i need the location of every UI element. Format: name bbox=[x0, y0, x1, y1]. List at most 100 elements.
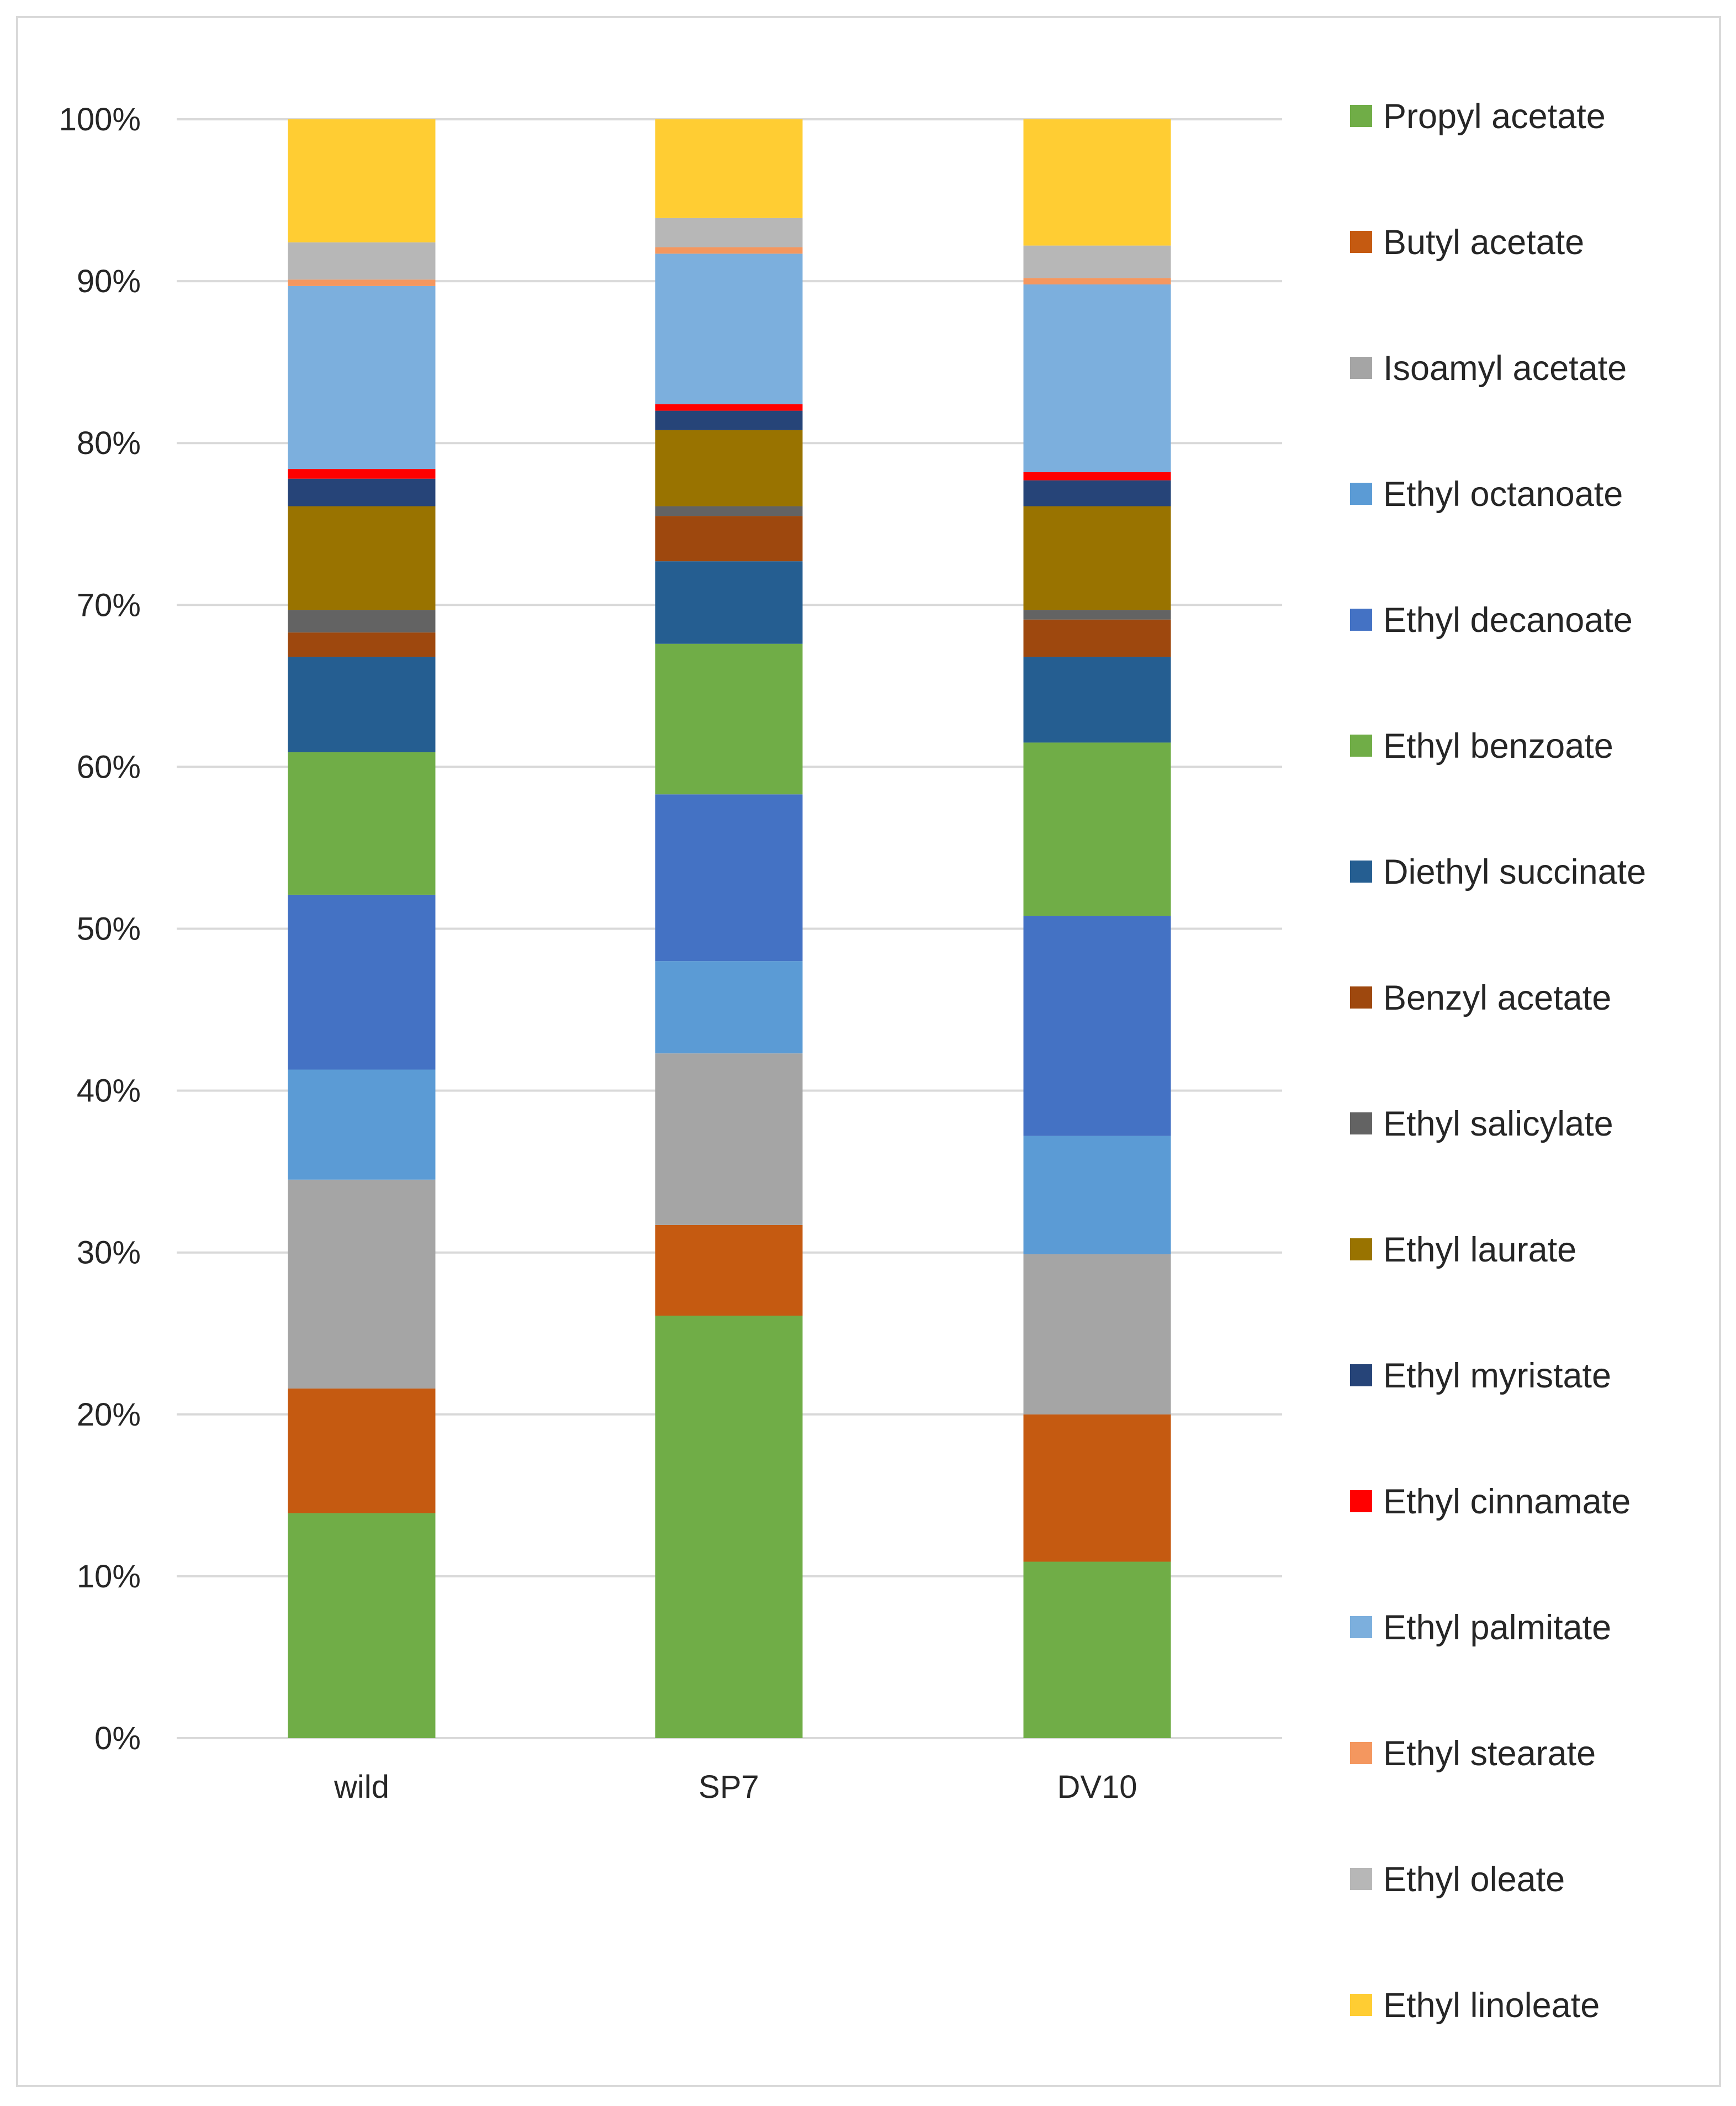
legend-swatch bbox=[1350, 1490, 1372, 1512]
legend-swatch bbox=[1350, 1742, 1372, 1764]
legend-item: Ethyl laurate bbox=[1350, 1231, 1576, 1269]
legend-label: Isoamyl acetate bbox=[1383, 349, 1627, 388]
legend-swatch bbox=[1350, 105, 1372, 127]
bar-segment-ethyl-palmitate bbox=[1023, 284, 1171, 472]
bar-segment-ethyl-benzoate bbox=[1023, 742, 1171, 916]
legend-label: Ethyl octanoate bbox=[1383, 475, 1623, 514]
bar-segment-propyl-acetate bbox=[288, 1513, 436, 1738]
bar-segment-ethyl-salicylate bbox=[288, 610, 436, 633]
y-tick-label: 60% bbox=[77, 749, 141, 785]
bar-segment-ethyl-myristate bbox=[1023, 480, 1171, 506]
y-tick-label: 90% bbox=[77, 263, 141, 299]
bar-segment-ethyl-stearate bbox=[288, 279, 436, 286]
bar-segment-ethyl-laurate bbox=[655, 430, 803, 506]
x-axis-category-labels: wild SP7 DV10 bbox=[334, 1769, 1137, 1805]
bar-segment-benzyl-acetate bbox=[655, 516, 803, 562]
bar-stack-wild bbox=[288, 119, 436, 1738]
legend-swatch bbox=[1350, 1616, 1372, 1638]
legend-label: Ethyl decanoate bbox=[1383, 601, 1633, 640]
legend-label: Ethyl myristate bbox=[1383, 1357, 1611, 1395]
bar-segment-isoamyl-acetate bbox=[288, 1179, 436, 1389]
bar-segment-propyl-acetate bbox=[655, 1316, 803, 1738]
legend-swatch bbox=[1350, 986, 1372, 1009]
bar-segment-ethyl-oleate bbox=[288, 242, 436, 280]
legend-swatch bbox=[1350, 1238, 1372, 1260]
bars bbox=[288, 119, 1171, 1738]
legend-label: Ethyl salicylate bbox=[1383, 1105, 1613, 1143]
bar-segment-diethyl-succinate bbox=[655, 561, 803, 644]
legend-swatch bbox=[1350, 357, 1372, 379]
legend-swatch bbox=[1350, 1994, 1372, 2016]
x-category-label: wild bbox=[334, 1769, 389, 1805]
chart-frame bbox=[16, 16, 1721, 2087]
bar-segment-ethyl-benzoate bbox=[655, 643, 803, 795]
bar-segment-ethyl-laurate bbox=[288, 506, 436, 610]
y-tick-label: 70% bbox=[77, 587, 141, 623]
bar-segment-ethyl-salicylate bbox=[1023, 610, 1171, 620]
bar-segment-ethyl-laurate bbox=[1023, 506, 1171, 610]
y-tick-label: 0% bbox=[94, 1720, 141, 1756]
legend-item: Ethyl salicylate bbox=[1350, 1105, 1613, 1143]
legend-item: Ethyl benzoate bbox=[1350, 727, 1613, 766]
y-tick-label: 40% bbox=[77, 1073, 141, 1109]
legend-item: Butyl acetate bbox=[1350, 223, 1584, 262]
legend-swatch bbox=[1350, 483, 1372, 505]
bar-segment-benzyl-acetate bbox=[1023, 619, 1171, 657]
bar-segment-ethyl-octanoate bbox=[1023, 1136, 1171, 1254]
bar-segment-ethyl-linoleate bbox=[288, 119, 436, 242]
bar-segment-ethyl-decanoate bbox=[655, 794, 803, 962]
bar-segment-ethyl-linoleate bbox=[655, 119, 803, 218]
legend-label: Ethyl palmitate bbox=[1383, 1608, 1611, 1647]
legend-label: Ethyl benzoate bbox=[1383, 727, 1613, 766]
bar-segment-butyl-acetate bbox=[288, 1388, 436, 1513]
bar-segment-ethyl-benzoate bbox=[288, 752, 436, 895]
legend-item: Ethyl oleate bbox=[1350, 1860, 1565, 1899]
legend-swatch bbox=[1350, 735, 1372, 757]
legend-label: Ethyl laurate bbox=[1383, 1231, 1576, 1269]
legend-label: Diethyl succinate bbox=[1383, 853, 1646, 891]
legend-item: Ethyl cinnamate bbox=[1350, 1482, 1631, 1521]
bar-segment-ethyl-oleate bbox=[655, 218, 803, 247]
y-tick-label: 20% bbox=[77, 1397, 141, 1433]
bar-segment-ethyl-decanoate bbox=[288, 894, 436, 1070]
legend-label: Ethyl oleate bbox=[1383, 1860, 1565, 1899]
bar-segment-ethyl-oleate bbox=[1023, 245, 1171, 278]
legend-item: Ethyl stearate bbox=[1350, 1734, 1596, 1773]
legend-label: Ethyl stearate bbox=[1383, 1734, 1596, 1773]
bar-segment-ethyl-decanoate bbox=[1023, 916, 1171, 1136]
bar-segment-ethyl-octanoate bbox=[655, 961, 803, 1054]
bar-segment-butyl-acetate bbox=[1023, 1414, 1171, 1562]
bar-segment-diethyl-succinate bbox=[1023, 657, 1171, 743]
legend-swatch bbox=[1350, 1364, 1372, 1386]
legend-item: Isoamyl acetate bbox=[1350, 349, 1627, 388]
legend-swatch bbox=[1350, 861, 1372, 883]
legend-item: Ethyl linoleate bbox=[1350, 1986, 1600, 2025]
y-axis-tick-labels: 0% 10% 20% 30% 40% 50% 60% 70% 80% 90% 100% bbox=[59, 102, 141, 1756]
bar-segment-ethyl-cinnamate bbox=[1023, 472, 1171, 481]
y-tick-label: 80% bbox=[77, 425, 141, 461]
bar-segment-ethyl-myristate bbox=[655, 410, 803, 430]
bar-segment-isoamyl-acetate bbox=[655, 1053, 803, 1225]
bar-segment-ethyl-linoleate bbox=[1023, 119, 1171, 246]
legend-label: Ethyl cinnamate bbox=[1383, 1482, 1631, 1521]
legend-item: Ethyl palmitate bbox=[1350, 1608, 1611, 1647]
legend-swatch bbox=[1350, 1868, 1372, 1890]
bar-segment-ethyl-stearate bbox=[655, 247, 803, 254]
y-tick-label: 50% bbox=[77, 911, 141, 947]
bar-segment-butyl-acetate bbox=[655, 1224, 803, 1316]
x-category-label: DV10 bbox=[1057, 1769, 1137, 1805]
legend-label: Ethyl linoleate bbox=[1383, 1986, 1600, 2025]
legend-label: Benzyl acetate bbox=[1383, 979, 1611, 1017]
legend-label: Butyl acetate bbox=[1383, 223, 1584, 262]
bar-segment-ethyl-octanoate bbox=[288, 1069, 436, 1180]
legend-item: Benzyl acetate bbox=[1350, 979, 1611, 1017]
bar-stack-sp7 bbox=[655, 119, 803, 1738]
y-tick-label: 100% bbox=[59, 102, 141, 138]
bar-segment-isoamyl-acetate bbox=[1023, 1254, 1171, 1414]
y-tick-label: 10% bbox=[77, 1559, 141, 1595]
bar-segment-diethyl-succinate bbox=[288, 657, 436, 753]
bar-segment-benzyl-acetate bbox=[288, 632, 436, 657]
y-tick-label: 30% bbox=[77, 1235, 141, 1271]
